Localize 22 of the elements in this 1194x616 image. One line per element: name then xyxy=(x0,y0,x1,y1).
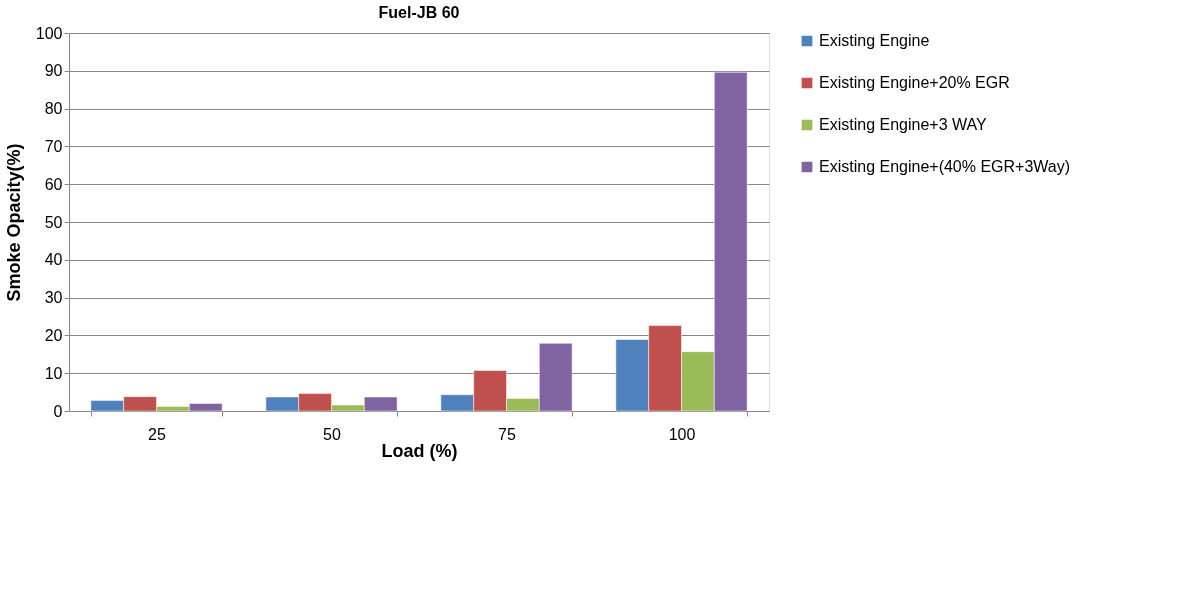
legend-label: Existing Engine+(40% EGR+3Way) xyxy=(819,158,1071,175)
chart-title: Fuel-JB 60 xyxy=(378,4,460,21)
legend-label: Existing Engine+3 WAY xyxy=(819,116,987,133)
y-tick-label: 0 xyxy=(53,402,63,420)
y-tick-label: 80 xyxy=(44,100,63,118)
y-tick-label: 30 xyxy=(44,289,63,307)
legend-label: Existing Engine+20% EGR xyxy=(819,74,1010,91)
x-tick-label: 75 xyxy=(498,425,516,443)
y-axis-title: Smoke Opacity(%) xyxy=(3,143,24,302)
y-tick-label: 60 xyxy=(44,175,63,193)
x-tick-label: 25 xyxy=(148,425,166,443)
x-tick-label: 100 xyxy=(668,425,696,443)
y-tick-label: 20 xyxy=(44,326,63,344)
y-tick-label: 40 xyxy=(44,251,63,269)
y-tick-label: 70 xyxy=(44,137,63,155)
x-tick-label: 50 xyxy=(323,425,341,443)
y-tick-label: 100 xyxy=(35,24,63,42)
y-tick-label: 50 xyxy=(44,213,63,231)
y-tick-label: 10 xyxy=(44,364,63,382)
y-tick-label: 90 xyxy=(44,62,63,80)
legend-label: Existing Engine xyxy=(819,32,930,49)
x-axis-title: Load (%) xyxy=(381,440,458,461)
